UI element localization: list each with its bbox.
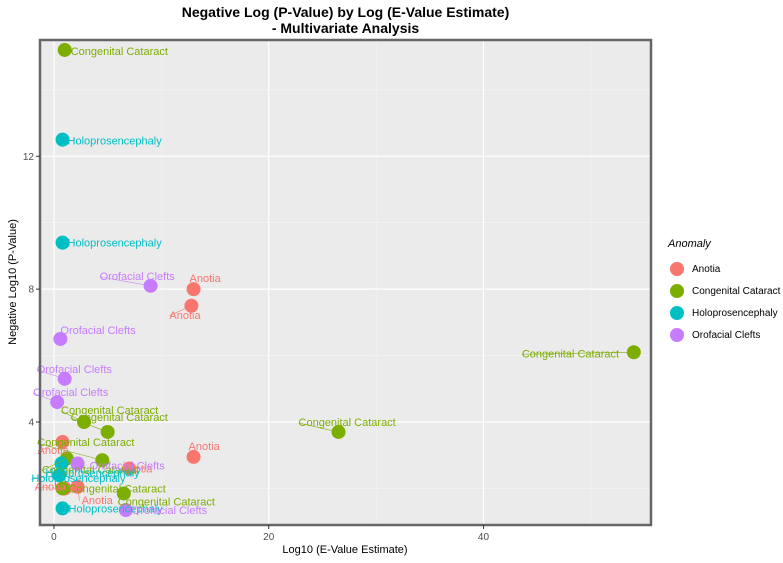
- chart-title: Negative Log (P-Value) by Log (E-Value E…: [40, 4, 651, 36]
- legend: Anomaly Anotia Congenital Cataract Holop…: [668, 238, 780, 346]
- point-label-holoprosencephaly: Holoprosencephaly: [31, 473, 126, 485]
- legend-dot-congenital-cataract: [670, 284, 684, 298]
- point-label-anotia: Anotia: [121, 464, 153, 476]
- point-label-orofacial-clefts: Orofacial Clefts: [60, 325, 136, 337]
- y-axis-title: Negative Log10 (P-Value): [7, 219, 19, 345]
- label-leader-line: [41, 458, 67, 471]
- legend-item-holoprosencephaly: Holoprosencephaly: [668, 302, 780, 324]
- point-label-anotia: Anotia: [169, 310, 201, 322]
- label-leader-line: [45, 463, 62, 474]
- point-label-anotia: Anotia: [189, 441, 221, 453]
- x-axis-title: Log10 (E-Value Estimate): [282, 544, 407, 556]
- labels-layer: Anotia Anotia Anotia Anotia Anotia Anotia Anot…: [31, 46, 634, 517]
- plot-border: [38, 38, 653, 527]
- point-label-orofacial-clefts: Orofacial Clefts: [100, 271, 176, 283]
- legend-label-holoprosencephaly: Holoprosencephaly: [692, 307, 778, 319]
- y-tick-label: 4: [28, 418, 34, 429]
- point-label-congenital-cataract: Congenital Cataract: [118, 496, 215, 508]
- point-label-holoprosencephaly: Holoprosencephaly: [68, 136, 163, 148]
- point-label-congenital-cataract: Congenital Cataract: [299, 417, 396, 429]
- legend-item-orofacial-clefts: Orofacial Clefts: [668, 324, 780, 346]
- data-point-congenital-cataract: [116, 486, 131, 501]
- plot-panel: [40, 40, 651, 525]
- label-leader-line: [99, 276, 151, 287]
- point-label-congenital-cataract: Congenital Cataract: [71, 412, 168, 424]
- label-leader-line: [521, 351, 634, 355]
- legend-label-congenital-cataract: Congenital Cataract: [692, 285, 781, 297]
- label-leader-line: [117, 493, 125, 503]
- label-leader-line: [77, 486, 80, 501]
- point-label-congenital-cataract: Congenital Cataract: [61, 405, 158, 417]
- data-point-anotia: [122, 461, 137, 476]
- legend-dot-anotia: [670, 262, 684, 276]
- point-label-orofacial-clefts: Orofacial Clefts: [90, 461, 166, 473]
- point-label-congenital-cataract: Congenital Cataract: [37, 437, 134, 449]
- point-label-orofacial-clefts: Orofacial Clefts: [37, 364, 113, 376]
- grid-layer: [40, 40, 651, 525]
- x-tick-label: 40: [478, 532, 490, 543]
- point-label-congenital-cataract: Congenital Cataract: [522, 348, 619, 360]
- point-label-holoprosencephaly: Holoprosencephaly: [68, 238, 163, 250]
- point-label-congenital-cataract: Congenital Cataract: [71, 46, 168, 58]
- label-leader-line: [169, 305, 192, 317]
- y-tick-label: 12: [23, 152, 35, 163]
- data-point-congenital-cataract: [57, 42, 72, 57]
- legend-dot-orofacial-clefts: [670, 328, 684, 342]
- point-label-anotia: Anotia: [38, 445, 70, 457]
- legend-item-congenital-cataract: Congenital Cataract: [668, 280, 780, 302]
- label-leader-line: [37, 442, 103, 461]
- data-point-holoprosencephaly: [55, 235, 70, 250]
- label-leader-line: [31, 474, 60, 480]
- point-label-orofacial-clefts: Orofacial Clefts: [33, 387, 109, 399]
- x-tick-label: 20: [263, 532, 275, 543]
- x-tick-label: 0: [51, 532, 57, 543]
- point-label-anotia: Anotia: [190, 273, 222, 285]
- data-point-orofacial-clefts: [70, 456, 85, 471]
- axis-layer: 0 20 40 4 8 12: [23, 152, 490, 543]
- data-point-anotia: [186, 282, 201, 297]
- label-leader-line: [36, 369, 65, 380]
- legend-item-anotia: Anotia: [668, 258, 780, 280]
- label-leader-line: [33, 392, 58, 403]
- chart-title-line-1: Negative Log (P-Value) by Log (E-Value E…: [181, 4, 510, 20]
- data-point-anotia: [186, 449, 201, 464]
- legend-label-orofacial-clefts: Orofacial Clefts: [692, 329, 761, 341]
- y-tick-label: 8: [28, 285, 34, 296]
- chart-title-line-2: - Multivariate Analysis: [271, 20, 420, 36]
- point-label-anotia: Anotia: [82, 495, 114, 507]
- point-label-congenital-cataract: Congenital Cataract: [69, 483, 166, 495]
- point-label-orofacial-clefts: Orofacial Clefts: [132, 505, 208, 517]
- point-label-congenital-cataract: Congenital Cataract: [42, 465, 139, 477]
- label-leader-line: [70, 417, 108, 433]
- legend-label-anotia: Anotia: [692, 263, 721, 275]
- data-point-orofacial-clefts: [53, 331, 68, 346]
- legend-title: Anomaly: [668, 238, 711, 250]
- data-point-holoprosencephaly: [55, 132, 70, 147]
- point-label-holoprosencephaly: Holoprosencephaly: [45, 468, 140, 480]
- data-point-holoprosencephaly: [55, 501, 70, 516]
- point-label-holoprosencephaly: Holoprosencephaly: [69, 503, 164, 515]
- label-leader-line: [60, 410, 85, 423]
- point-label-anotia: Anotia: [35, 481, 67, 493]
- data-point-orofacial-clefts: [118, 503, 133, 518]
- label-leader-line: [298, 422, 339, 433]
- legend-dot-holoprosencephaly: [670, 306, 684, 320]
